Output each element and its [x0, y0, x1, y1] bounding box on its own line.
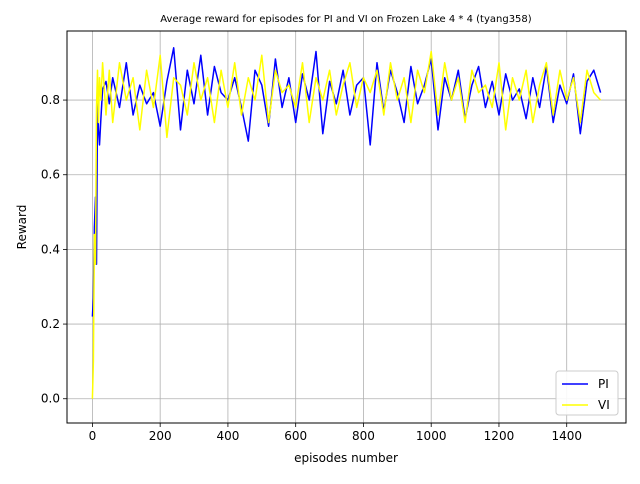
axes: 0 200 400 600 800 1000 1200 1400 0.0 0.2 0.4 0.6 0.8 — [41, 93, 582, 443]
series-layer — [91, 47, 602, 399]
legend-frame — [555, 370, 619, 416]
chart-title: Average reward for episodes for PI and V… — [160, 14, 531, 25]
x-tick-label: 0 — [89, 429, 97, 443]
x-tick-label: 400 — [216, 429, 239, 443]
legend-label-vi: VI — [598, 398, 610, 412]
y-tick-label: 0.0 — [41, 392, 60, 406]
y-tick-label: 0.8 — [41, 93, 60, 107]
y-tick-label: 0.4 — [41, 242, 60, 256]
x-tick-label: 200 — [149, 429, 172, 443]
grid — [67, 31, 626, 423]
series-line-vi — [91, 50, 602, 399]
x-tick-label: 600 — [284, 429, 307, 443]
series-line-pi — [91, 47, 602, 317]
legend: PI VI — [555, 370, 619, 416]
x-tick-label: 1200 — [484, 429, 515, 443]
x-axis-label: episodes number — [294, 451, 398, 465]
x-tick-label: 800 — [352, 429, 375, 443]
plot-frame — [66, 30, 627, 424]
y-axis-label: Reward — [15, 205, 29, 250]
y-tick-label: 0.2 — [41, 317, 60, 331]
x-tick-label: 1400 — [551, 429, 582, 443]
x-tick-label: 1000 — [416, 429, 447, 443]
y-tick-label: 0.6 — [41, 168, 60, 182]
legend-label-pi: PI — [598, 377, 609, 391]
